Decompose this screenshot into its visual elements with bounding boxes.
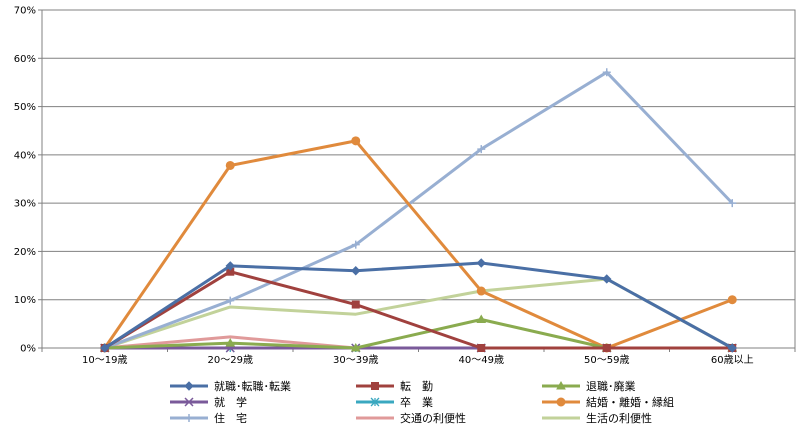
data-point — [727, 295, 737, 305]
series-1 — [100, 258, 737, 353]
data-point — [351, 136, 361, 146]
series-8 — [104, 335, 733, 350]
legend-label: 就 学 — [214, 396, 247, 409]
legend-item: 就職･転職･転業 — [168, 378, 291, 394]
legend-item: 住 宅 — [168, 410, 247, 426]
legend-marker — [184, 381, 194, 391]
legend-swatch — [542, 416, 580, 420]
data-point — [225, 160, 235, 170]
data-point — [351, 266, 361, 276]
legend-item: 生活の利便性 — [540, 410, 652, 426]
x-tick-label: 30～39歳 — [333, 354, 378, 366]
legend-marker — [370, 397, 380, 407]
legend-swatch — [170, 414, 208, 422]
legend-item: 結婚・離婚・縁組 — [540, 394, 674, 410]
series-line — [104, 70, 734, 350]
data-point — [476, 286, 486, 296]
legend-label: 交通の利便性 — [400, 412, 466, 425]
data-point — [728, 199, 737, 208]
data-point — [350, 342, 361, 352]
legend-label: 住 宅 — [214, 412, 247, 425]
legend-swatch — [542, 397, 580, 407]
legend-item: 転 勤 — [354, 378, 433, 394]
chart-legend: 就職･転職･転業 転 勤 退職･廃業就 学 卒 業 結婚・離婚・縁組住 宅 交通の利便性 生… — [168, 378, 768, 426]
data-point — [602, 274, 612, 284]
legend-label: 退職･廃業 — [586, 380, 636, 393]
series-line — [104, 318, 733, 350]
legend-swatch — [356, 382, 394, 390]
legend-label: 就職･転職･転業 — [214, 380, 291, 393]
data-point — [351, 240, 360, 249]
legend-marker — [371, 382, 379, 390]
legend-swatch — [170, 381, 208, 391]
legend-label: 結婚・離婚・縁組 — [586, 396, 674, 409]
y-tick-label: 40% — [14, 150, 36, 161]
data-point — [602, 68, 611, 77]
y-tick-label: 10% — [14, 295, 36, 306]
x-tick-label: 50～59歳 — [584, 354, 629, 366]
chart-plot: 0% 10% 20% 30% 40% 50% 60% 70% 10～19歳 20～29歳 30～39… — [14, 6, 796, 366]
data-point — [225, 338, 236, 347]
data-point — [476, 258, 486, 268]
legend-label: 卒 業 — [400, 396, 433, 409]
legend-label: 転 勤 — [400, 380, 433, 393]
data-point — [727, 343, 737, 353]
data-point — [100, 343, 110, 353]
y-tick-label: 60% — [14, 54, 36, 65]
legend-swatch — [542, 380, 580, 390]
plot-area — [41, 9, 796, 349]
legend-marker — [184, 397, 194, 407]
x-tick-label: 10～19歳 — [82, 354, 127, 366]
series-6 — [100, 136, 737, 353]
legend-item: 卒 業 — [354, 394, 433, 410]
series-7 — [100, 68, 737, 352]
legend-label: 生活の利便性 — [586, 412, 652, 425]
legend-item: 交通の利便性 — [354, 410, 466, 426]
legend-item: 就 学 — [168, 394, 247, 410]
series-line — [103, 261, 733, 350]
y-tick-label: 30% — [14, 199, 36, 210]
series-line — [104, 335, 733, 350]
legend-swatch — [356, 416, 394, 420]
y-tick-label: 50% — [14, 102, 36, 113]
series-line — [103, 139, 733, 350]
y-tick-label: 70% — [14, 6, 36, 17]
y-tick-label: 20% — [14, 247, 36, 258]
data-point — [602, 344, 611, 352]
series-line — [103, 270, 733, 350]
y-tick-label: 0% — [20, 344, 36, 355]
x-tick-label: 60歳以上 — [711, 354, 754, 366]
data-point — [476, 314, 487, 324]
x-tick-label: 40～49歳 — [459, 354, 504, 366]
legend-marker — [185, 414, 193, 422]
data-point — [477, 344, 486, 352]
legend-item: 退職･廃業 — [540, 378, 636, 394]
data-point — [226, 296, 235, 305]
data-point — [225, 261, 235, 271]
legend-swatch — [356, 397, 394, 407]
legend-marker — [556, 380, 566, 390]
data-point — [351, 300, 360, 309]
data-point — [477, 145, 486, 154]
x-tick-label: 20～29歳 — [208, 354, 253, 366]
legend-marker — [556, 397, 566, 407]
legend-swatch — [170, 397, 208, 407]
